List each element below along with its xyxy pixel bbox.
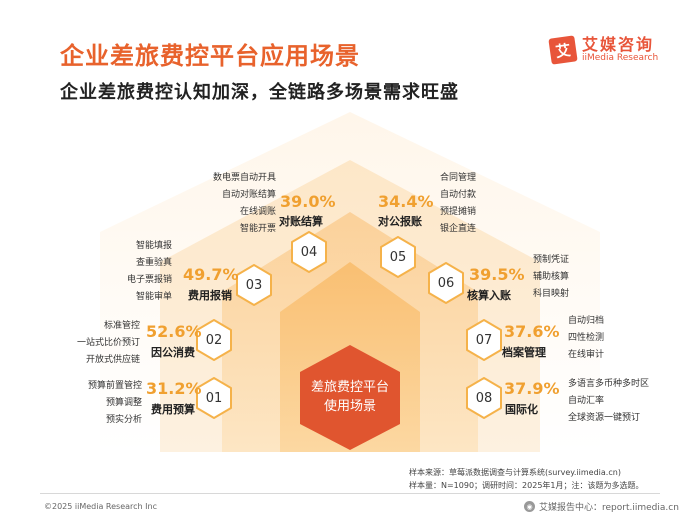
scenario-07-pct: 37.6% xyxy=(504,322,560,341)
scenario-05-items: 合同管理 自动付款 预提摊销 银企直连 xyxy=(440,170,520,238)
scenario-06-item: 辅助核算 xyxy=(533,272,570,282)
scenario-07-item: 在线审计 xyxy=(568,350,605,360)
scenario-02-items: 标准管控 一站式比价预订 开放式供应链 xyxy=(50,318,140,369)
scenario-03-item: 电子票报销 xyxy=(126,275,172,285)
hex-06 xyxy=(428,262,464,304)
scenario-07-item: 四性检测 xyxy=(568,333,605,343)
scenario-02-item: 一站式比价预订 xyxy=(76,338,140,348)
center-line-1: 差旅费控平台 xyxy=(310,380,389,395)
source-note-2: 样本量：N=1090；调研时间：2025年1月；注：该题为多选题。 xyxy=(409,481,644,490)
scenario-07-item: 自动归档 xyxy=(568,316,605,326)
hex-08 xyxy=(466,377,502,419)
scenario-04-items: 数电票自动开具 自动对账结算 在线调账 智能开票 xyxy=(190,170,276,238)
center-hexagon xyxy=(300,345,400,450)
scenario-08-items: 多语言多币种多时区 自动汇率 全球资源一键预订 xyxy=(568,376,678,427)
scenario-06-items: 预制凭证 辅助核算 科目映射 xyxy=(533,252,613,303)
page-subtitle: 企业差旅费控认知加深，全链路多场景需求旺盛 xyxy=(60,82,459,103)
hex-number-01: 01 xyxy=(205,390,223,406)
scenario-06-pct: 39.5% xyxy=(469,265,525,284)
scenario-08-item: 全球资源一键预订 xyxy=(568,413,641,423)
hex-03 xyxy=(236,264,272,306)
hex-01 xyxy=(196,377,232,419)
scenario-04-item: 在线调账 xyxy=(239,207,276,217)
scenario-03-item: 智能填报 xyxy=(135,241,172,251)
scenario-01-label: 费用预算 xyxy=(151,403,195,416)
hex-07 xyxy=(466,319,502,361)
scenario-04-item: 自动对账结算 xyxy=(221,190,276,200)
scenario-05-item: 自动付款 xyxy=(440,190,477,200)
scenario-05-item: 合同管理 xyxy=(440,173,477,183)
hex-number-02: 02 xyxy=(205,332,223,348)
scenario-01-item: 预算前置管控 xyxy=(87,381,142,391)
logo-en-text: iiMedia Research xyxy=(582,53,659,63)
scenario-05-item: 银企直连 xyxy=(440,224,477,234)
iimedia-logo: 艾 艾媒咨询 iiMedia Research xyxy=(548,35,659,65)
scenario-01-items: 预算前置管控 预算调整 预实分析 xyxy=(60,378,142,429)
scenario-02-pct: 52.6% xyxy=(146,322,202,341)
footer-report-text[interactable]: 艾媒报告中心：report.iimedia.cn xyxy=(539,503,679,513)
report-center-icon: ◉ xyxy=(524,501,535,512)
scenario-03-label: 费用报销 xyxy=(188,289,232,302)
hex-number-04: 04 xyxy=(300,244,318,260)
scenario-08-item: 自动汇率 xyxy=(568,396,605,406)
scenario-03-item: 智能审单 xyxy=(135,292,172,302)
source-notes: 样本来源：草莓派数据调查与计算系统(survey.iimedia.cn) 样本量… xyxy=(409,466,644,492)
scenario-02-item: 标准管控 xyxy=(103,321,140,331)
scenario-04-label: 对账结算 xyxy=(279,215,323,228)
footer-report-center[interactable]: ◉ 艾媒报告中心：report.iimedia.cn xyxy=(524,500,679,513)
scenario-08-pct: 37.9% xyxy=(504,379,560,398)
footer-divider xyxy=(40,493,660,494)
hex-number-08: 08 xyxy=(475,390,493,406)
scenario-03-pct: 49.7% xyxy=(183,265,239,284)
scenario-04-item: 智能开票 xyxy=(239,224,276,234)
hex-number-06: 06 xyxy=(437,275,455,291)
scenario-02-item: 开放式供应链 xyxy=(85,355,140,365)
scenario-05-label: 对公报账 xyxy=(378,215,422,228)
scenario-03-items: 智能填报 查重验真 电子票报销 智能审单 xyxy=(90,238,172,306)
scenario-07-items: 自动归档 四性检测 在线审计 xyxy=(568,313,648,364)
hex-number-05: 05 xyxy=(389,249,407,265)
page-title: 企业差旅费控平台应用场景 xyxy=(60,42,360,70)
scenario-01-item: 预算调整 xyxy=(105,398,142,408)
hex-04 xyxy=(291,231,327,273)
hex-number-03: 03 xyxy=(245,277,263,293)
scenario-04-item: 数电票自动开具 xyxy=(212,173,276,183)
hex-02 xyxy=(196,319,232,361)
hex-05 xyxy=(380,236,416,278)
scenario-05-item: 预提摊销 xyxy=(440,207,477,217)
source-note-1: 样本来源：草莓派数据调查与计算系统(survey.iimedia.cn) xyxy=(409,468,621,477)
center-line-2: 使用场景 xyxy=(323,399,376,414)
center-label: 差旅费控平台 使用场景 xyxy=(301,378,399,416)
scenario-08-label: 国际化 xyxy=(505,403,538,416)
scenario-06-item: 科目映射 xyxy=(533,289,570,299)
scenario-01-item: 预实分析 xyxy=(105,415,142,425)
scenario-02-label: 因公消费 xyxy=(151,346,195,359)
scenario-04-pct: 39.0% xyxy=(280,192,336,211)
logo-cn-text: 艾媒咨询 xyxy=(582,35,655,54)
scenario-06-label: 核算入账 xyxy=(467,289,511,302)
scenario-05-pct: 34.4% xyxy=(378,192,434,211)
footer-copyright: ©2025 iiMedia Research Inc xyxy=(44,502,157,511)
scenario-06-item: 预制凭证 xyxy=(533,255,570,265)
scenario-07-label: 档案管理 xyxy=(502,346,546,359)
scenario-08-item: 多语言多币种多时区 xyxy=(568,379,650,389)
scenario-01-pct: 31.2% xyxy=(146,379,202,398)
hex-number-07: 07 xyxy=(475,332,493,348)
scenario-03-item: 查重验真 xyxy=(135,258,172,268)
